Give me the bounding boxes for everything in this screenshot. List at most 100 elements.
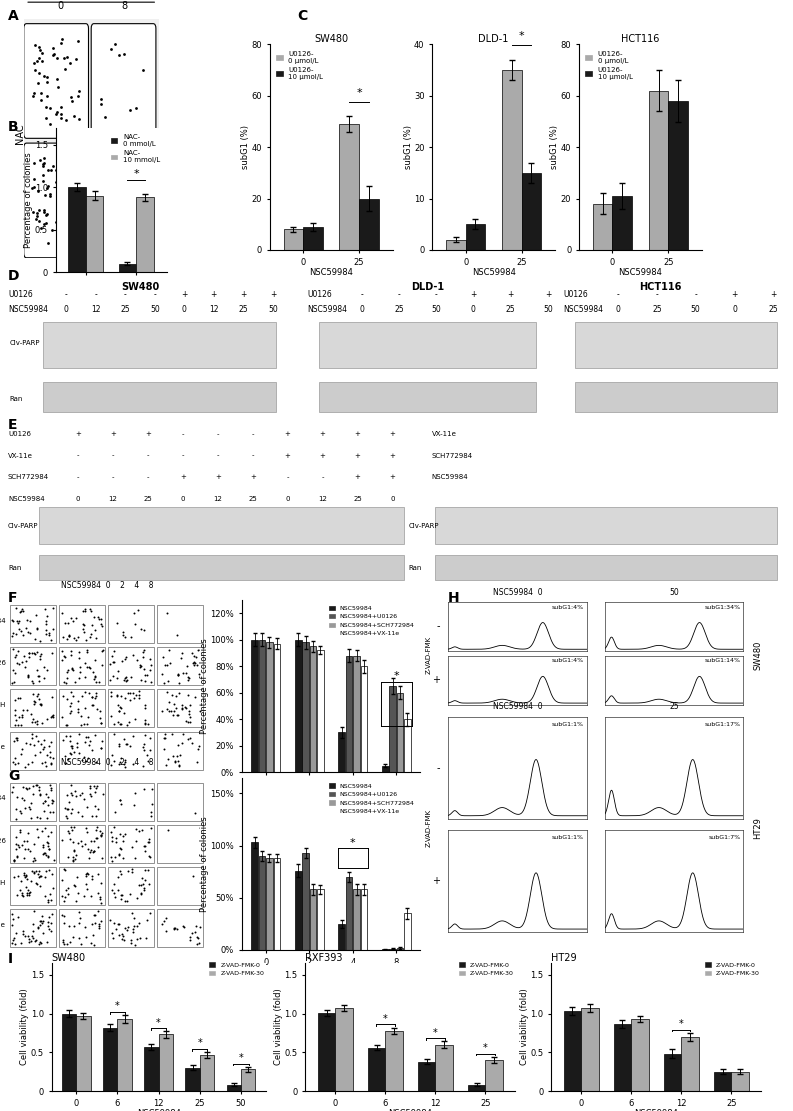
Point: [58, 614, 71, 632]
Point: [41, 847, 54, 864]
Point: [24, 734, 36, 752]
Point: [25, 705, 37, 723]
Point: [83, 777, 96, 794]
Point: [27, 170, 40, 188]
Point: [94, 889, 106, 907]
Text: SCH: SCH: [0, 702, 6, 708]
Point: [14, 881, 27, 899]
Point: [85, 624, 98, 642]
Point: [74, 909, 86, 927]
Point: [40, 862, 52, 880]
Text: -: -: [77, 474, 79, 480]
Point: [108, 36, 121, 53]
Point: [111, 868, 124, 885]
Point: [47, 792, 59, 810]
Bar: [385, 1031, 403, 1091]
Point: [126, 920, 139, 938]
Point: [71, 701, 84, 719]
Legend: NSC59984, NSC59984+U0126, NSC59984+SCH772984, NSC59984+VX-11e: NSC59984, NSC59984+U0126, NSC59984+SCH77…: [326, 781, 417, 817]
Point: [65, 745, 78, 763]
Text: -: -: [251, 452, 254, 459]
Point: [51, 70, 63, 88]
Point: [133, 658, 146, 675]
Text: -: -: [437, 621, 440, 631]
Text: -: -: [182, 452, 184, 459]
Point: [79, 602, 91, 620]
Point: [183, 695, 196, 713]
Point: [36, 912, 49, 930]
Point: [42, 161, 55, 179]
Point: [33, 38, 46, 56]
Text: SCH: SCH: [0, 880, 6, 885]
Point: [28, 694, 40, 712]
Point: [18, 658, 31, 675]
Point: [19, 867, 32, 884]
Point: [13, 655, 25, 673]
Point: [76, 602, 89, 620]
Bar: [108, 868, 154, 905]
X-axis label: NSC59984: NSC59984: [309, 268, 353, 277]
Legend: U0126-
0 μmol/L, U0126-
10 μmol/L: U0126- 0 μmol/L, U0126- 10 μmol/L: [273, 48, 326, 83]
Bar: [339, 124, 359, 250]
Point: [26, 915, 39, 933]
Point: [171, 667, 184, 684]
Point: [105, 683, 117, 701]
Point: [177, 663, 190, 681]
Point: [172, 757, 185, 774]
Bar: [157, 605, 203, 643]
Point: [18, 863, 31, 881]
Point: [186, 643, 198, 661]
Point: [76, 615, 89, 633]
Point: [55, 98, 67, 116]
Text: +: +: [320, 452, 326, 459]
Point: [114, 885, 127, 903]
Bar: [274, 643, 280, 772]
Text: 25: 25: [144, 497, 152, 502]
Point: [137, 735, 150, 753]
Point: [10, 625, 23, 643]
Point: [61, 49, 74, 67]
Bar: [108, 648, 154, 685]
Point: [61, 717, 74, 734]
Point: [107, 180, 120, 198]
Point: [106, 653, 119, 671]
Bar: [318, 1013, 335, 1091]
Point: [133, 685, 146, 703]
Point: [66, 800, 79, 818]
Point: [44, 749, 56, 767]
Point: [121, 918, 134, 935]
Point: [32, 732, 44, 750]
Point: [140, 188, 153, 206]
Point: [20, 620, 33, 638]
Bar: [59, 605, 105, 643]
Point: [6, 661, 19, 679]
Bar: [186, 1068, 200, 1091]
Point: [37, 738, 50, 755]
Bar: [43, 382, 276, 412]
Point: [113, 735, 125, 753]
Point: [23, 643, 36, 661]
Point: [82, 865, 94, 883]
Point: [59, 156, 71, 173]
Point: [29, 693, 41, 711]
Point: [67, 851, 79, 869]
Legend: NAC-
0 mmol/L, NAC-
10 mmol/L: NAC- 0 mmol/L, NAC- 10 mmol/L: [108, 131, 163, 167]
X-axis label: NSC59984: NSC59984: [309, 968, 353, 977]
Point: [144, 849, 156, 867]
Point: [56, 30, 68, 48]
Point: [34, 785, 47, 803]
Point: [64, 804, 77, 822]
Bar: [404, 913, 411, 950]
Point: [113, 862, 126, 880]
Bar: [108, 690, 154, 728]
Bar: [664, 1054, 681, 1091]
Point: [8, 701, 21, 719]
Point: [59, 152, 71, 170]
Point: [139, 871, 151, 889]
Point: [68, 918, 81, 935]
Bar: [251, 640, 258, 772]
Text: +: +: [285, 431, 291, 437]
Point: [127, 152, 140, 170]
Point: [121, 717, 133, 734]
Point: [170, 687, 182, 704]
